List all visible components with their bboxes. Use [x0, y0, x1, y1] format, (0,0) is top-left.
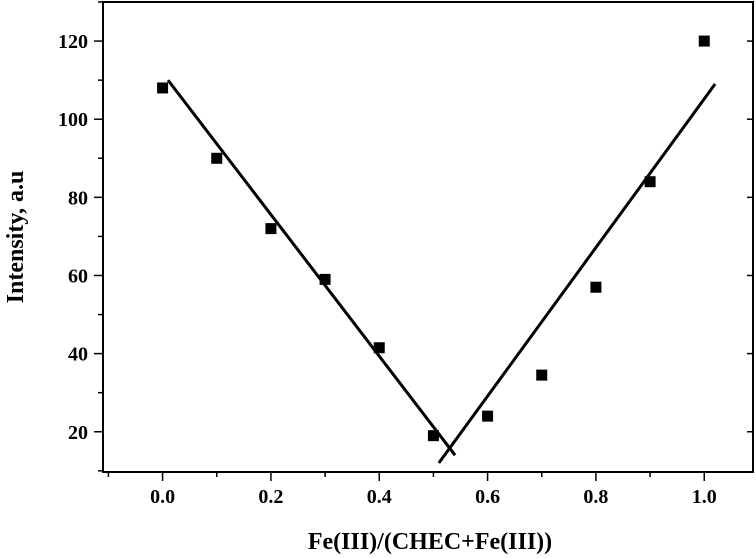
data-points-layer: [157, 35, 710, 442]
y-tick-label: 40: [68, 344, 88, 366]
x-tick-label: 0.8: [583, 486, 608, 508]
fit-line: [437, 83, 717, 464]
y-tick-label: 100: [58, 109, 88, 131]
y-axis-title: Intensity, a.u: [3, 171, 29, 304]
x-tick-label: 0.4: [367, 486, 392, 508]
fit-line: [166, 79, 457, 457]
data-point: [157, 82, 169, 94]
y-tick-label: 60: [68, 265, 88, 287]
x-tick-label: 0.0: [150, 486, 175, 508]
x-tick-label: 1.0: [692, 486, 717, 508]
data-point: [698, 35, 710, 47]
data-point: [590, 281, 602, 293]
data-point: [536, 369, 548, 381]
ticks-layer: 0.0 0.2 0.4 0.6 0.8 1.0 20 40 60 80 100 120: [58, 1, 753, 508]
x-axis-title: Fe(III)/(CHEC+Fe(III)): [308, 529, 552, 555]
plot-frame: [102, 1, 754, 473]
x-tick-label: 0.2: [258, 486, 283, 508]
y-tick-label: 80: [68, 187, 88, 209]
fit-lines-layer: [166, 79, 717, 464]
x-tick-label: 0.6: [475, 486, 500, 508]
y-tick-label: 20: [68, 422, 88, 444]
data-point: [644, 176, 656, 188]
data-point: [265, 223, 277, 235]
y-tick-label: 120: [58, 31, 88, 53]
data-point: [319, 273, 331, 285]
data-point: [211, 152, 223, 164]
data-point: [427, 430, 439, 442]
data-point: [373, 342, 385, 354]
data-point: [482, 410, 494, 422]
